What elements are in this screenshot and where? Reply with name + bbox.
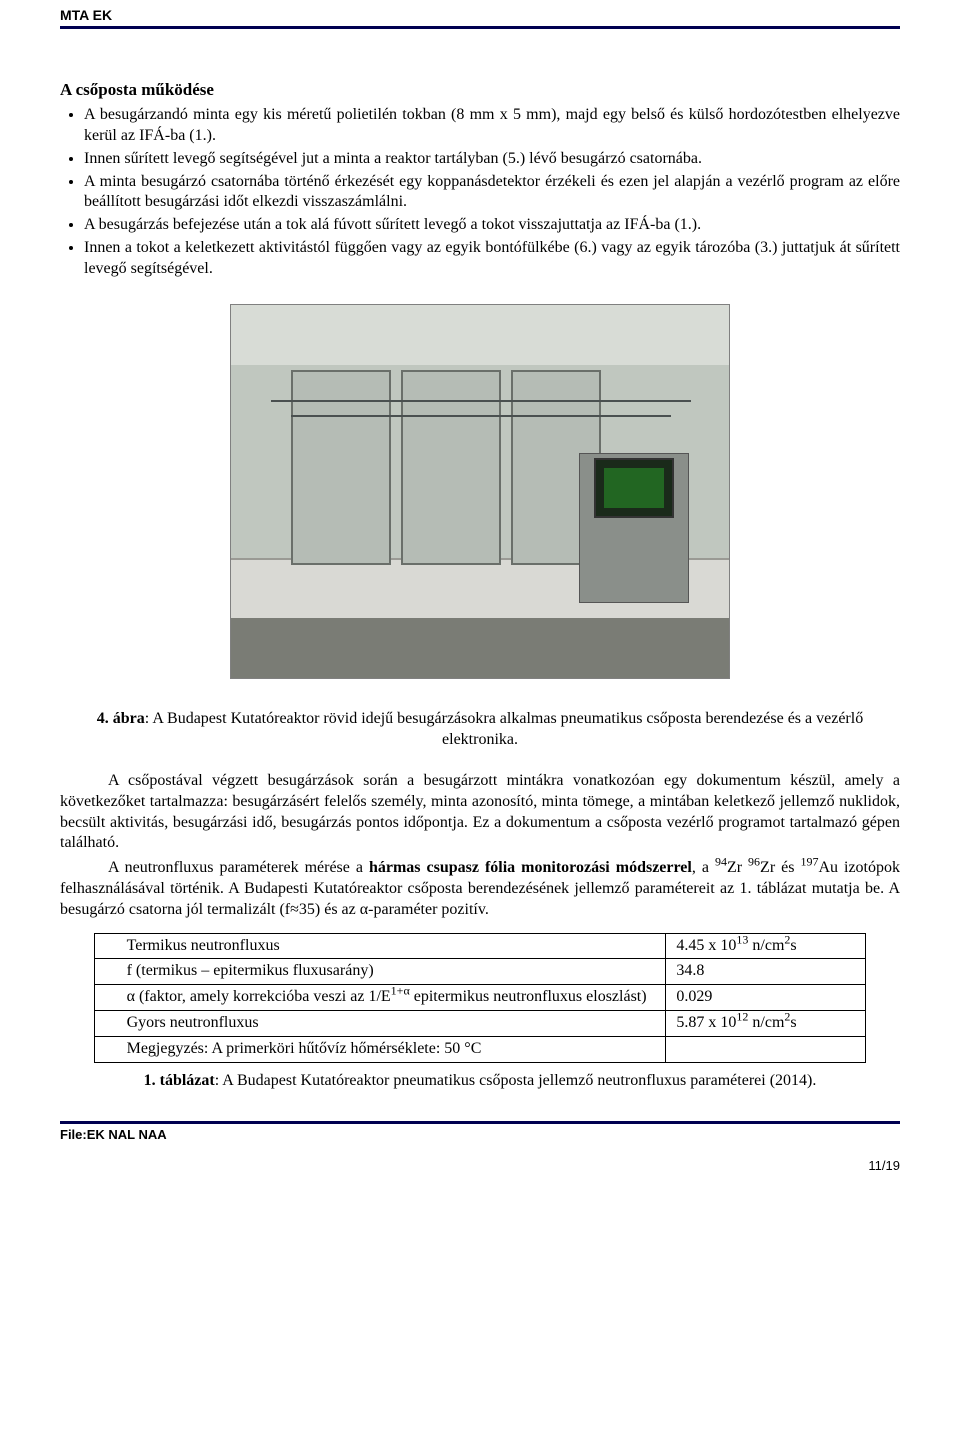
table-cell-label: Termikus neutronfluxus [94, 933, 666, 959]
table-row: f (termikus – epitermikus fluxusarány)34… [94, 959, 866, 985]
list-item: Innen a tokot a keletkezett aktivitástól… [84, 238, 900, 280]
figure-caption-text: : A Budapest Kutatóreaktor rövid idejű b… [145, 710, 863, 748]
page-header: MTA EK [60, 0, 900, 29]
list-item: Innen sűrített levegő segítségével jut a… [84, 149, 900, 170]
table-cell-value: 4.45 x 1013 n/cm2s [666, 933, 866, 959]
list-item: A besugárzás befejezése után a tok alá f… [84, 215, 900, 236]
page-number: 11/19 [60, 1158, 900, 1175]
table-row: Termikus neutronfluxus4.45 x 1013 n/cm2s [94, 933, 866, 959]
figure-label: 4. ábra [97, 710, 145, 727]
table-row: Megjegyzés: A primerköri hűtővíz hőmérsé… [94, 1036, 866, 1062]
table-cell-value: 34.8 [666, 959, 866, 985]
table-caption-text: : A Budapest Kutatóreaktor pneumatikus c… [215, 1072, 817, 1089]
table-cell-label: α (faktor, amely korrekcióba veszi az 1/… [94, 985, 666, 1011]
neutron-first: A neutronfluxus paraméterek mérése a [108, 859, 369, 876]
figure-wrap [60, 304, 900, 686]
body-paragraph-neutron: A neutronfluxus paraméterek mérése a hár… [60, 858, 900, 920]
table-caption: 1. táblázat: A Budapest Kutatóreaktor pn… [60, 1071, 900, 1092]
table-cell-label: f (termikus – epitermikus fluxusarány) [94, 959, 666, 985]
body-paragraph: A csőpostával végzett besugárzások során… [60, 771, 900, 854]
table-cell-value: 0.029 [666, 985, 866, 1011]
table-label: 1. táblázat [144, 1072, 215, 1089]
figure-caption: 4. ábra: A Budapest Kutatóreaktor rövid … [60, 709, 900, 751]
figure-photo [230, 304, 730, 679]
table-row: α (faktor, amely korrekcióba veszi az 1/… [94, 985, 866, 1011]
table-cell-label: Megjegyzés: A primerköri hűtővíz hőmérsé… [94, 1036, 666, 1062]
section-title: A csőposta működése [60, 79, 900, 101]
neutron-bold: hármas csupasz fólia monitorozási módsze… [369, 859, 692, 876]
table-cell-value [666, 1036, 866, 1062]
org-name: MTA EK [60, 7, 112, 23]
table-row: Gyors neutronfluxus5.87 x 1012 n/cm2s [94, 1011, 866, 1037]
list-item: A minta besugárzó csatornába történő érk… [84, 172, 900, 214]
list-item: A besugárzandó minta egy kis méretű poli… [84, 105, 900, 147]
parameter-table: Termikus neutronfluxus4.45 x 1013 n/cm2s… [94, 933, 867, 1063]
table-cell-label: Gyors neutronfluxus [94, 1011, 666, 1037]
bullet-list: A besugárzandó minta egy kis méretű poli… [60, 105, 900, 279]
footer-file: File:EK NAL NAA [60, 1127, 900, 1144]
table-cell-value: 5.87 x 1012 n/cm2s [666, 1011, 866, 1037]
footer-rule: File:EK NAL NAA [60, 1121, 900, 1144]
